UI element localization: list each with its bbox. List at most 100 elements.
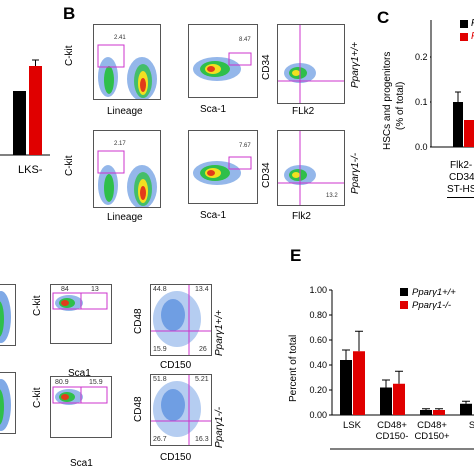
panel-d-r1-p1-plot bbox=[0, 284, 16, 346]
panel-d-r2-p3-qtl: 51.8 bbox=[153, 376, 167, 383]
panel-b-r1-p3-ylabel: CD34 bbox=[261, 54, 272, 80]
panel-b-r1-p3-xlabel: FLk2 bbox=[292, 106, 315, 117]
panel-d-r1-p3-ylabel: CD48 bbox=[133, 308, 144, 334]
panel-e-bar bbox=[393, 383, 405, 415]
flow-density-d-r1p2 bbox=[52, 292, 108, 311]
panel-a-chart bbox=[0, 59, 50, 156]
panel-b-r2-p3-xlabel: Flk2 bbox=[292, 211, 311, 222]
panel-e-letter: E bbox=[290, 246, 302, 265]
panel-b-r1-genotype: Pparγ1+/+ bbox=[350, 41, 361, 88]
panel-c-cat-1: Flk2- bbox=[450, 160, 473, 171]
panel-d-r1-p3-qtl: 44.8 bbox=[153, 286, 167, 293]
panel-d-r2-p3-qbr: 16.3 bbox=[195, 436, 209, 443]
panel-e-bar bbox=[380, 387, 392, 415]
panel-c-ylabel-1: HSCs and progenitors bbox=[382, 51, 393, 150]
panel-a-category: LKS- bbox=[18, 164, 43, 176]
panel-e-category-label: S bbox=[469, 420, 474, 431]
panel-c-bar-black bbox=[453, 102, 463, 147]
panel-b-r1-p1-plot: 2.41 bbox=[93, 24, 161, 100]
flow-density-r2p1 bbox=[97, 150, 157, 207]
panel-e-legend-swatch bbox=[400, 301, 408, 309]
panel-e-category-label: CD48+ bbox=[377, 420, 407, 431]
panel-b-r2-p1-gate: 2.17 bbox=[114, 141, 126, 147]
panel-c-letter: C bbox=[377, 8, 390, 27]
panel-b-r1-p3-plot bbox=[277, 24, 345, 104]
panel-d-r2-p2-ylabel: C-kit bbox=[32, 387, 43, 408]
panel-e-ytick-label: 0.00 bbox=[309, 410, 327, 420]
panel-b-r1-p2-plot: 8.47 bbox=[188, 24, 258, 98]
panel-d-r1-p3-qbr: 26 bbox=[199, 346, 207, 353]
panel-b-r2-genotype: Pparγ1-/- bbox=[350, 152, 361, 194]
panel-d-r2-p2-xlabel: Sca1 bbox=[70, 458, 93, 469]
panel-b-r1-p1-xlabel: Lineage bbox=[107, 106, 143, 117]
panel-b-r2-p1-plot: 2.17 bbox=[93, 130, 161, 208]
flow-density-r1p3 bbox=[278, 25, 344, 103]
panel-e-bar bbox=[433, 410, 445, 415]
panel-b-r2-p2-xlabel: Sca-1 bbox=[200, 210, 227, 221]
panel-c-cat-3: ST-HS bbox=[447, 184, 474, 195]
panel-d-r1-genotype: Pparγ1+/+ bbox=[214, 309, 225, 356]
panel-c-bar-red bbox=[464, 120, 474, 147]
panel-b-r2-p1-ylabel: C-kit bbox=[64, 155, 75, 176]
panel-d-r2-p3-xlabel: CD150 bbox=[160, 452, 192, 463]
panel-c-cat-2: CD34 bbox=[449, 172, 474, 183]
panel-c-legend-swatch-0 bbox=[460, 20, 468, 28]
panel-d-r2-genotype: Pparγ1-/- bbox=[214, 406, 225, 448]
panel-e-legend-label: Pparγ1-/- bbox=[412, 300, 451, 311]
panel-c-legend-0: P bbox=[471, 18, 474, 29]
flow-density-r2p3 bbox=[278, 131, 344, 205]
panel-d-r1-p2-left: 84 bbox=[61, 286, 69, 293]
panel-c-chart bbox=[430, 20, 474, 148]
panel-e-ylabel: Percent of total bbox=[288, 334, 299, 402]
panel-e-bar bbox=[353, 351, 365, 415]
panel-c-ytick-0: 0.0 bbox=[415, 142, 428, 152]
panel-d-r1-p2-xlabel: Sca1 bbox=[68, 368, 91, 379]
panel-d-r1-p3-xlabel: CD150 bbox=[160, 360, 192, 371]
flow-density-d-r1p3 bbox=[151, 285, 211, 355]
panel-e-ytick-label: 0.20 bbox=[309, 385, 327, 395]
panel-b-r2-p3-qbr: 13.2 bbox=[326, 193, 338, 199]
panel-d-r1-p2-ylabel: C-kit bbox=[32, 295, 43, 316]
panel-e-ytick-label: 0.80 bbox=[309, 310, 327, 320]
panel-b-r1-p2-gate: 8.47 bbox=[239, 37, 251, 43]
panel-e-ytick-label: 1.00 bbox=[309, 285, 327, 295]
panel-e-bar bbox=[340, 360, 352, 415]
panel-e-category-label: CD48+ bbox=[417, 420, 447, 431]
panel-e-bar bbox=[420, 410, 432, 415]
panel-d-r2-p3-qbl: 26.7 bbox=[153, 436, 167, 443]
panel-e-ytick-label: 0.60 bbox=[309, 335, 327, 345]
panel-b-r2-p1-xlabel: Lineage bbox=[107, 212, 143, 223]
panel-e-legend-label: Pparγ1+/+ bbox=[412, 287, 456, 298]
panel-b-r1-p2-xlabel: Sca-1 bbox=[200, 104, 227, 115]
flow-density-r1p1 bbox=[97, 44, 157, 99]
panel-c-legend-1: P bbox=[471, 31, 474, 42]
panel-d-r1-p2-plot: 84 13 bbox=[50, 284, 112, 344]
panel-b-r2-p3-ylabel: CD34 bbox=[261, 162, 272, 188]
panel-b-r2-p2-plot: 7.67 bbox=[188, 130, 258, 204]
panel-d-r2-p2-plot: 80.9 15.9 bbox=[50, 376, 112, 438]
flow-density-r1p2 bbox=[193, 52, 252, 81]
panel-c-ylabel-2: (% of total) bbox=[395, 81, 406, 130]
panel-e-category-label: CD150- bbox=[376, 431, 409, 442]
panel-b-r2-p3-plot: 13.2 bbox=[277, 130, 345, 206]
panel-d-r2-p3-ylabel: CD48 bbox=[133, 396, 144, 422]
panel-d-r2-p2-right: 15.9 bbox=[89, 379, 103, 386]
panel-d-r2-p2-left: 80.9 bbox=[55, 379, 69, 386]
panel-b-r2-p2-gate: 7.67 bbox=[239, 143, 251, 149]
flow-density-d-r2p3 bbox=[151, 375, 211, 445]
panel-c-ytick-2: 0.2 bbox=[415, 52, 428, 62]
flow-density-d-r2p2 bbox=[52, 386, 108, 405]
panel-c-ytick-1: 0.1 bbox=[415, 97, 428, 107]
panel-a-bar-black bbox=[13, 91, 26, 155]
panel-c-bracket bbox=[447, 197, 474, 198]
panel-e-category-label: CD150+ bbox=[414, 431, 450, 442]
panel-e-ytick-label: 0.40 bbox=[309, 360, 327, 370]
panel-d-r1-p2-right: 13 bbox=[91, 286, 99, 293]
panel-b-r1-p1-ylabel: C-kit bbox=[64, 45, 75, 66]
panel-d-r2-p1-plot bbox=[0, 372, 16, 434]
panel-d-r1-p3-qtr: 13.4 bbox=[195, 286, 209, 293]
panel-e-bar bbox=[460, 403, 472, 415]
panel-e-legend-swatch bbox=[400, 288, 408, 296]
panel-b-letter: B bbox=[63, 4, 76, 23]
